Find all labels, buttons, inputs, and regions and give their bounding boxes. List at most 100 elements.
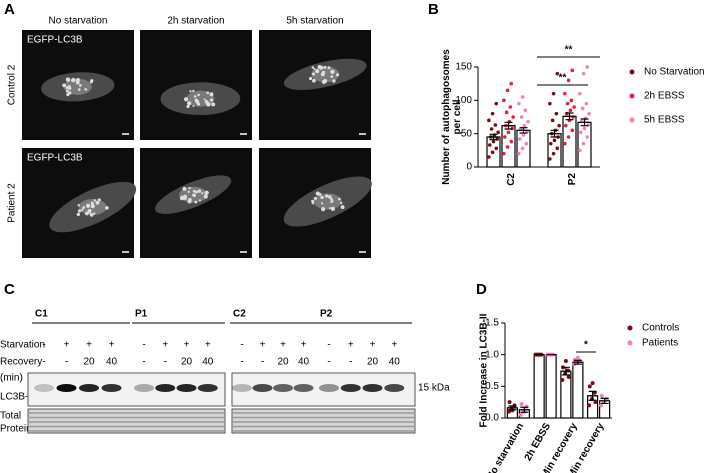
error-bar: [519, 406, 530, 413]
data-point: [524, 141, 529, 146]
y-tick-label: 0.5: [485, 381, 499, 392]
group-label: P2: [320, 309, 333, 320]
row-label: Starvation: [0, 340, 45, 351]
row-label: Protein: [0, 424, 32, 435]
data-point: [494, 146, 499, 151]
puncta: [68, 91, 72, 95]
puncta: [321, 207, 326, 212]
puncta: [82, 206, 86, 209]
data-point: [521, 133, 526, 137]
data-point: [519, 115, 524, 119]
starvation-sign: +: [391, 340, 397, 351]
y-axis-label: per cell: [452, 99, 463, 134]
starvation-sign: +: [109, 340, 115, 351]
legend-label: 5h EBSS: [644, 115, 685, 126]
bar: [562, 115, 577, 168]
error-bar: [560, 366, 571, 376]
data-point: [585, 135, 590, 139]
puncta: [204, 99, 209, 104]
puncta: [320, 72, 325, 77]
recovery-value: -: [327, 357, 330, 368]
data-point: [502, 98, 506, 103]
puncta: [311, 66, 315, 69]
significance-mark: **: [559, 73, 567, 84]
band: [384, 384, 405, 392]
data-point: [522, 123, 527, 128]
recovery-value: 20: [181, 357, 193, 368]
puncta: [188, 186, 191, 190]
data-point: [599, 393, 604, 398]
x-tick-label: C2: [506, 173, 517, 186]
puncta: [335, 73, 340, 77]
data-point: [565, 101, 570, 106]
puncta: [189, 90, 192, 93]
data-point: [548, 101, 552, 106]
legend-label: No Starvation: [644, 67, 704, 78]
row-label: Total: [0, 411, 21, 422]
data-point: [563, 141, 567, 146]
puncta: [75, 80, 80, 85]
puncta: [330, 75, 334, 78]
row-label: LC3B-II: [0, 392, 34, 403]
data-point: [519, 402, 524, 407]
puncta: [77, 204, 80, 207]
band: [79, 384, 99, 392]
data-point: [551, 91, 556, 96]
data-point: [584, 101, 589, 106]
puncta: [186, 101, 192, 106]
puncta: [197, 93, 200, 97]
puncta: [308, 76, 313, 81]
recovery-value: 40: [298, 357, 310, 368]
band: [134, 384, 154, 392]
data-point: [523, 108, 528, 113]
recovery-value: -: [42, 357, 45, 368]
puncta: [93, 199, 96, 202]
data-point: [512, 403, 517, 408]
puncta: [315, 191, 320, 196]
y-axis-label: Fold Increase in LC3B-II: [479, 313, 490, 427]
data-point: [490, 111, 495, 116]
error-bar: [549, 129, 560, 138]
data-point: [560, 378, 565, 382]
puncta: [85, 211, 89, 216]
starvation-sign: +: [162, 340, 168, 351]
puncta: [321, 79, 327, 84]
data-point: [520, 146, 525, 151]
data-point: [496, 130, 500, 135]
puncta: [182, 186, 187, 191]
error-bar: [503, 121, 514, 130]
puncta: [179, 195, 185, 201]
data-point: [508, 105, 513, 109]
puncta: [201, 192, 204, 195]
data-point: [578, 91, 582, 96]
row-label: Recovery: [0, 357, 42, 368]
data-point: [526, 119, 530, 124]
panel-label: C: [4, 281, 15, 298]
puncta: [65, 86, 70, 90]
puncta: [203, 98, 206, 101]
data-point: [555, 71, 560, 76]
starvation-sign: +: [184, 340, 190, 351]
puncta: [65, 89, 69, 93]
data-point: [491, 139, 496, 144]
error-bar: [579, 118, 590, 127]
puncta: [187, 190, 190, 194]
data-point: [552, 138, 557, 143]
puncta: [328, 195, 332, 199]
data-point: [506, 130, 511, 135]
band: [176, 384, 197, 392]
y-tick-label: 100: [455, 95, 472, 106]
puncta: [320, 202, 324, 205]
data-point: [551, 151, 556, 156]
data-point: [550, 118, 555, 123]
puncta: [331, 200, 334, 203]
recovery-value: -: [65, 357, 68, 368]
puncta: [89, 213, 94, 217]
starvation-sign: -: [327, 340, 330, 351]
puncta: [330, 206, 335, 212]
puncta: [183, 97, 189, 102]
starvation-sign: +: [205, 340, 211, 351]
recovery-value: 40: [389, 357, 401, 368]
data-point: [582, 126, 587, 131]
puncta: [204, 190, 209, 196]
